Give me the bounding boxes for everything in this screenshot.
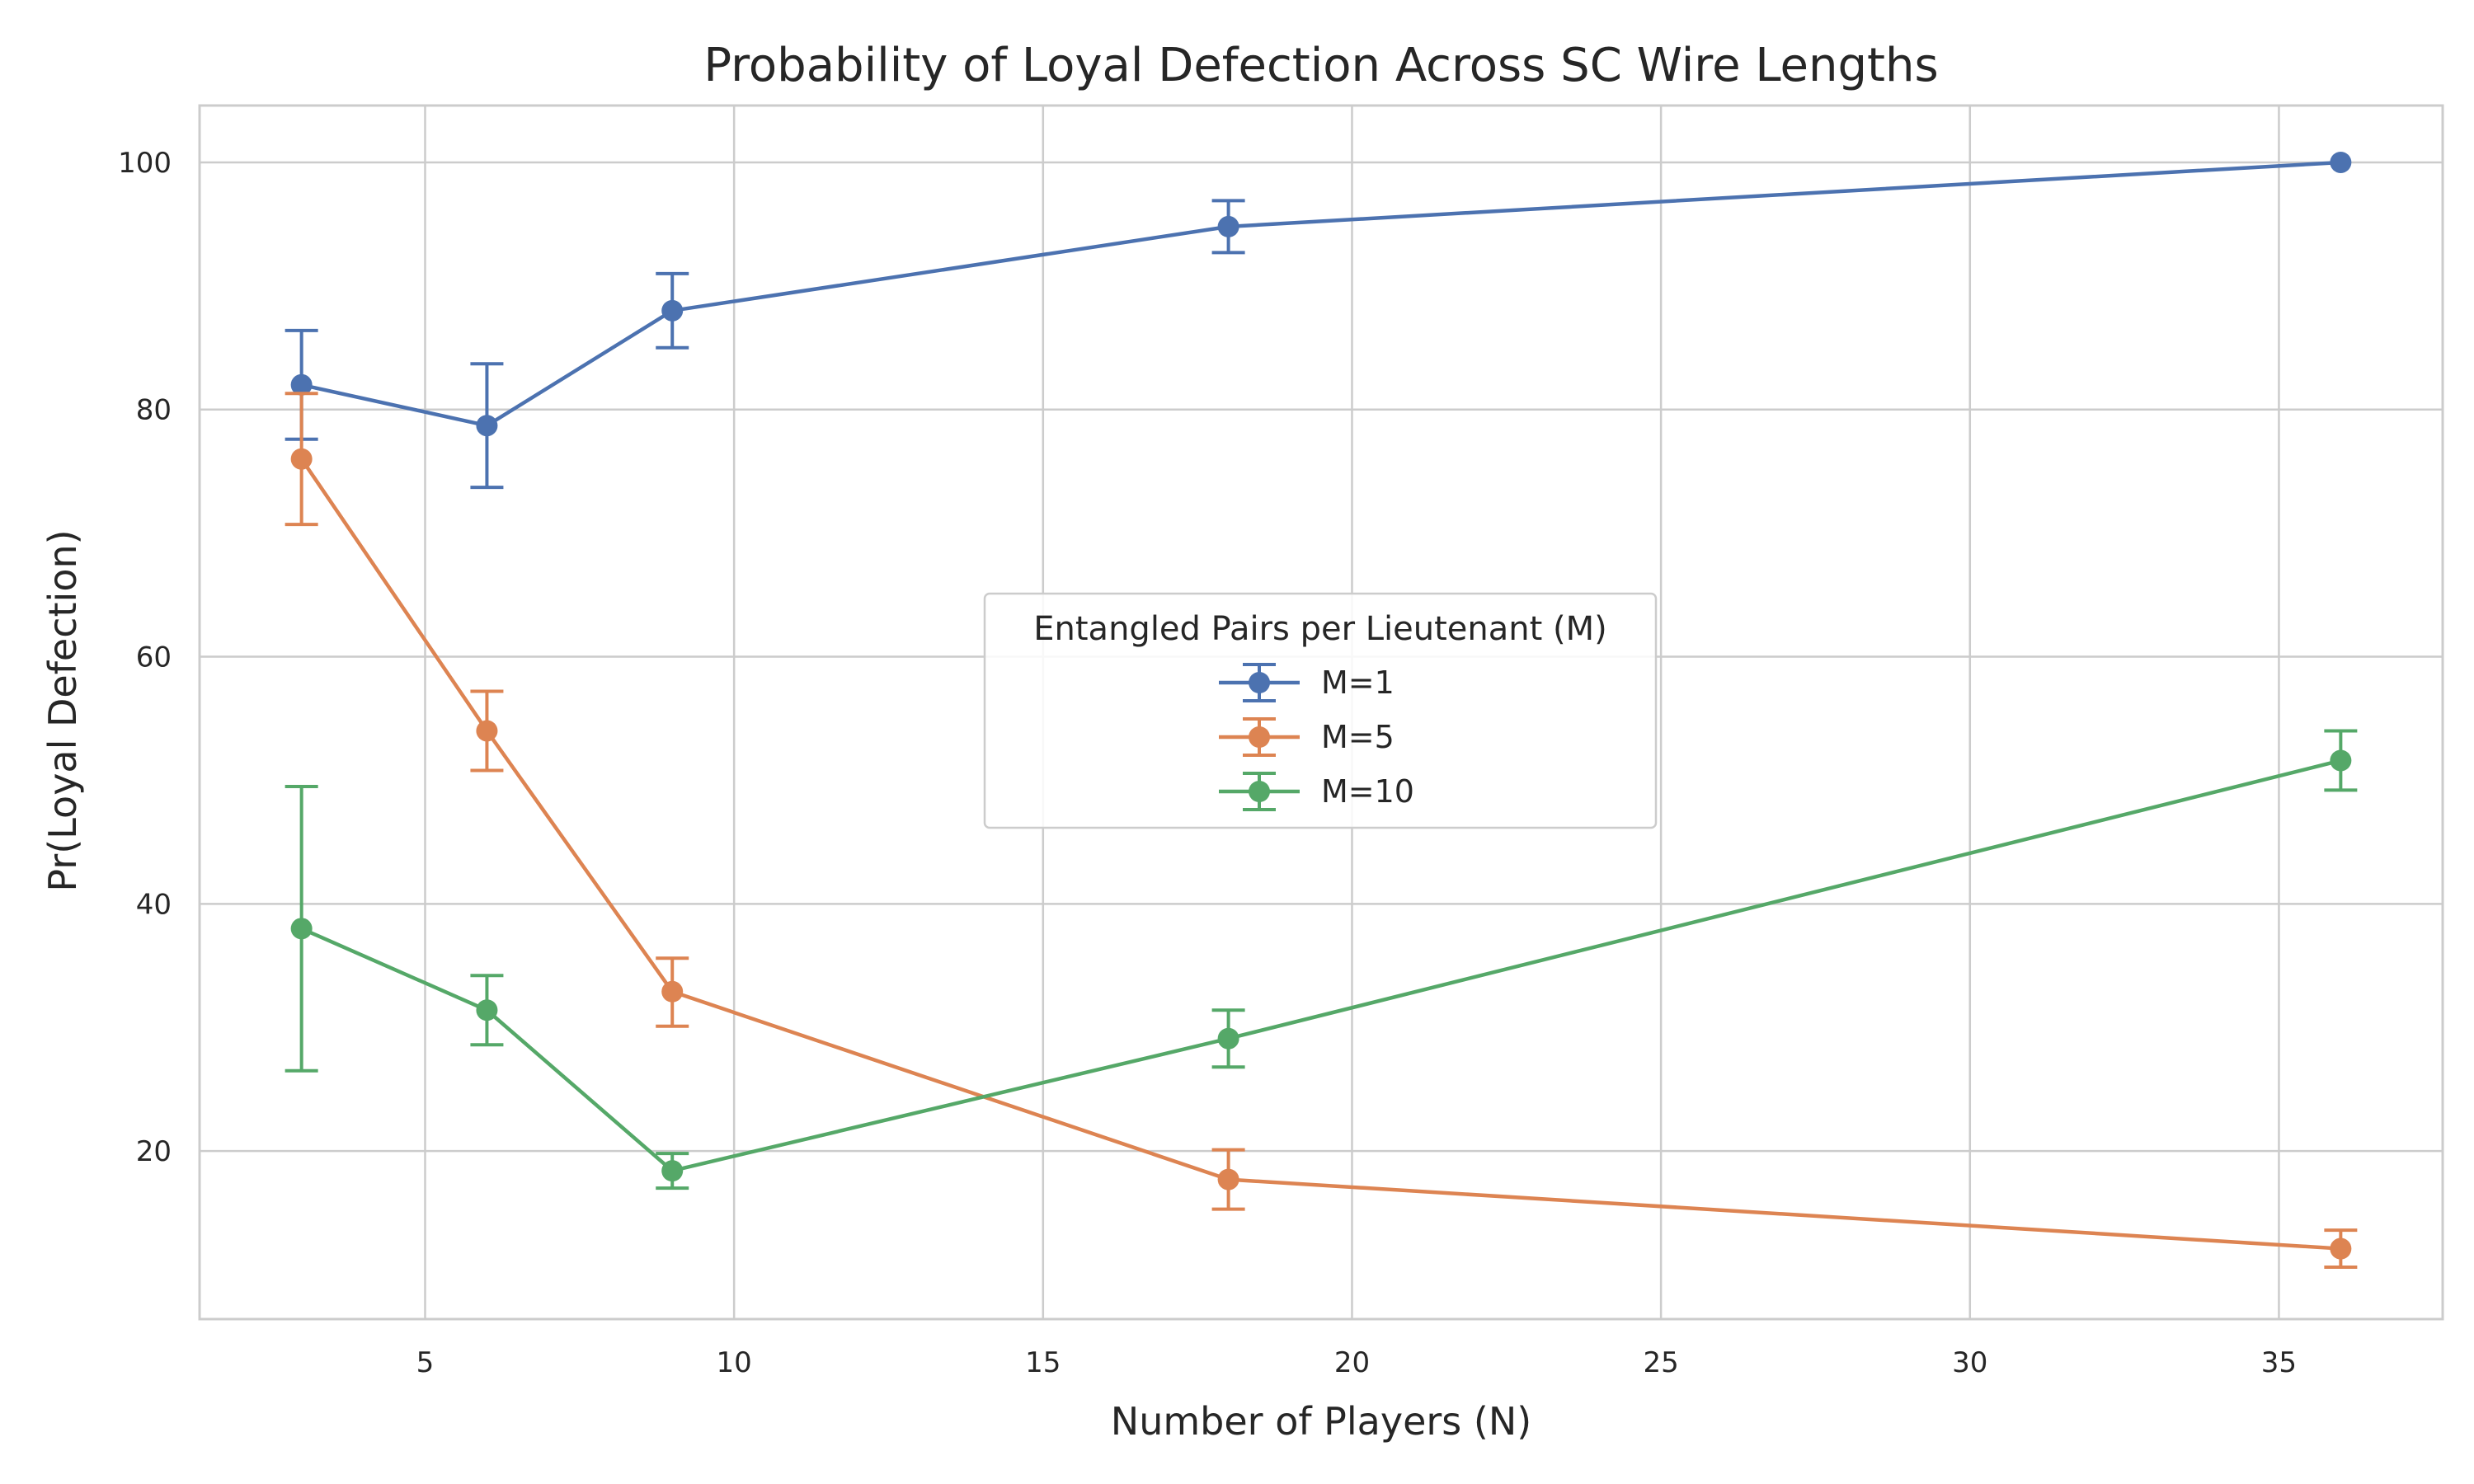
legend-item: M=5 <box>1219 717 1395 757</box>
x-tick-label: 15 <box>1025 1346 1061 1379</box>
series-m-1 <box>285 151 2352 490</box>
legend-item: M=1 <box>1219 663 1395 702</box>
legend-box <box>983 592 1658 829</box>
chart-title: Probability of Loyal Defection Across SC… <box>703 39 1938 92</box>
x-tick-label: 35 <box>2261 1346 2297 1379</box>
legend-label: M=10 <box>1321 773 1414 810</box>
x-tick-label: 5 <box>416 1346 435 1379</box>
legend-item: M=10 <box>1219 772 1414 811</box>
data-point <box>661 980 684 1003</box>
ticks: 5 10 15 20 25 30 35 20 40 60 80 100 <box>118 147 2297 1379</box>
data-point <box>1217 1027 1239 1050</box>
y-tick-label: 60 <box>136 641 172 674</box>
data-point <box>661 1160 684 1182</box>
y-axis-label: Pr(Loyal Defection) <box>40 529 85 891</box>
data-point <box>661 299 684 322</box>
x-axis-label: Number of Players (N) <box>1111 1399 1531 1444</box>
series-m-5 <box>285 392 2358 1270</box>
legend-label: M=1 <box>1321 665 1395 701</box>
x-tick-label: 30 <box>1952 1346 1987 1379</box>
legend-marker <box>1249 726 1270 748</box>
data-point <box>2330 1237 2352 1260</box>
legend-marker <box>1249 672 1270 693</box>
data-point <box>1217 215 1239 237</box>
data-point <box>476 720 498 742</box>
legend-title: Entangled Pairs per Lieutenant (M) <box>1033 610 1607 648</box>
data-point <box>1217 1168 1239 1190</box>
legend: Entangled Pairs per Lieutenant (M) M=1 M=5… <box>983 592 1658 829</box>
x-tick-label: 10 <box>717 1346 752 1379</box>
y-tick-label: 40 <box>136 888 172 921</box>
data-point <box>2330 749 2352 772</box>
x-tick-label: 20 <box>1334 1346 1370 1379</box>
series-layer <box>285 151 2358 1270</box>
series-m-10 <box>285 729 2358 1190</box>
data-point <box>290 918 313 940</box>
y-tick-label: 80 <box>136 394 172 427</box>
data-point <box>476 999 498 1021</box>
legend-marker <box>1249 781 1270 802</box>
data-point <box>2330 151 2352 173</box>
data-point <box>290 448 313 470</box>
y-tick-label: 20 <box>136 1135 172 1168</box>
legend-label: M=5 <box>1321 719 1395 755</box>
y-tick-label: 100 <box>118 147 172 180</box>
plot-frame <box>198 104 2444 1321</box>
data-point <box>290 373 313 396</box>
data-point <box>476 415 498 437</box>
x-tick-label: 25 <box>1643 1346 1678 1379</box>
